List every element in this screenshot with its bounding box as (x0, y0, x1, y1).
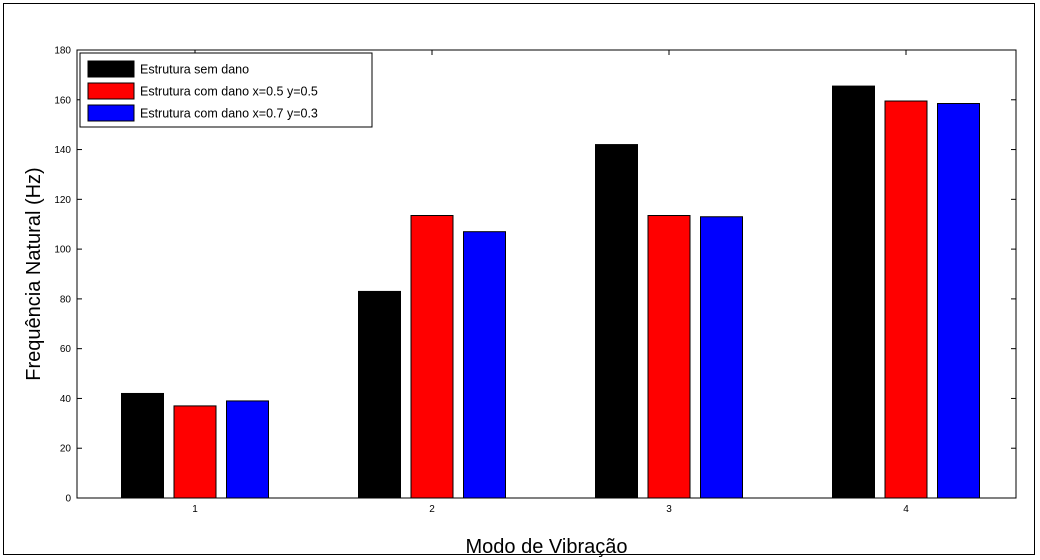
legend-label: Estrutura com dano x=0.7 y=0.3 (140, 107, 318, 121)
y-tick-label: 0 (65, 494, 71, 505)
bar (937, 103, 980, 499)
bar (226, 400, 269, 499)
bar (121, 392, 164, 499)
legend-label: Estrutura com dano x=0.5 y=0.5 (140, 85, 318, 99)
legend-label: Estrutura sem dano (140, 63, 249, 77)
bar (595, 144, 638, 499)
bar (358, 290, 401, 499)
bar (173, 405, 217, 499)
y-tick-label: 160 (54, 95, 71, 106)
x-axis-title: Modo de Vibração (466, 536, 628, 558)
bar (832, 85, 875, 499)
bar (410, 215, 454, 499)
bar (884, 100, 928, 499)
bar (463, 231, 506, 499)
bars (121, 85, 980, 499)
y-tick-label: 120 (54, 195, 71, 206)
legend-swatch (87, 60, 135, 78)
legend-swatch (87, 104, 135, 122)
x-tick-label: 1 (192, 504, 198, 515)
bar (647, 215, 691, 499)
y-tick-label: 80 (60, 294, 72, 305)
x-tick-label: 3 (666, 504, 672, 515)
y-tick-label: 40 (60, 394, 72, 405)
x-tick-label: 4 (903, 504, 909, 515)
y-tick-label: 140 (54, 145, 71, 156)
y-axis: 0 20 40 60 80 100 120 140 160 180 (54, 46, 1016, 505)
y-axis-title: Frequência Natural (Hz) (23, 167, 45, 380)
y-tick-label: 100 (54, 245, 71, 256)
legend: Estrutura sem dano Estrutura com dano x=0… (79, 52, 373, 128)
legend-swatch (87, 82, 135, 100)
y-tick-label: 20 (60, 444, 72, 455)
bar (700, 216, 743, 499)
y-tick-label: 60 (60, 344, 72, 355)
x-tick-label: 2 (429, 504, 435, 515)
y-tick-label: 180 (54, 46, 71, 57)
